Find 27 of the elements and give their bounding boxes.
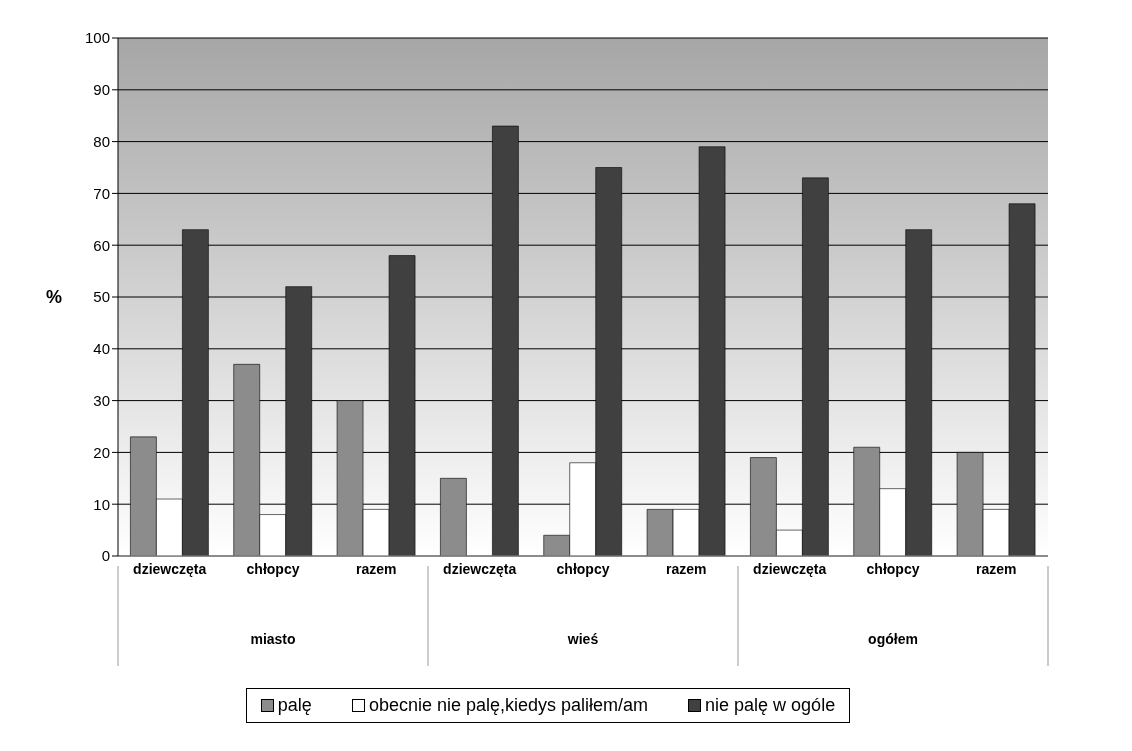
- y-tick-label: 20: [93, 443, 110, 461]
- y-tick-label: 30: [93, 391, 110, 409]
- x-tick-label: chłopcy: [866, 560, 920, 577]
- y-tick-label: 40: [93, 340, 110, 358]
- y-tick-label: 0: [101, 547, 110, 565]
- y-tick-label: 60: [93, 236, 110, 254]
- x-tick-label: chłopcy: [556, 560, 610, 577]
- y-tick-label: 80: [93, 132, 110, 150]
- x-tick-label: chłopcy: [246, 560, 300, 577]
- text: miasto: [250, 631, 296, 647]
- y-tick-label: 10: [93, 495, 110, 513]
- x-tick-label: dziewczęta: [133, 560, 207, 577]
- y-tick-label: 70: [93, 184, 110, 202]
- y-axis-title: %: [46, 287, 63, 308]
- y-tick-label: 50: [93, 288, 110, 306]
- x-tick-label: dziewczęta: [443, 560, 517, 577]
- x-tick-label: razem: [356, 560, 397, 577]
- x-tick-label: razem: [976, 560, 1017, 577]
- legend-label: obecnie nie palę,kiedys paliłem/am: [368, 695, 649, 716]
- legend-label: nie palę w ogóle: [705, 695, 836, 716]
- text: wieś: [566, 631, 599, 647]
- legend-label: palę: [277, 695, 312, 716]
- text: ogółem: [868, 631, 918, 647]
- y-tick-label: 90: [93, 81, 110, 99]
- y-tick-label: 100: [84, 29, 110, 47]
- x-tick-label: razem: [666, 560, 707, 577]
- x-tick-label: dziewczęta: [753, 560, 827, 577]
